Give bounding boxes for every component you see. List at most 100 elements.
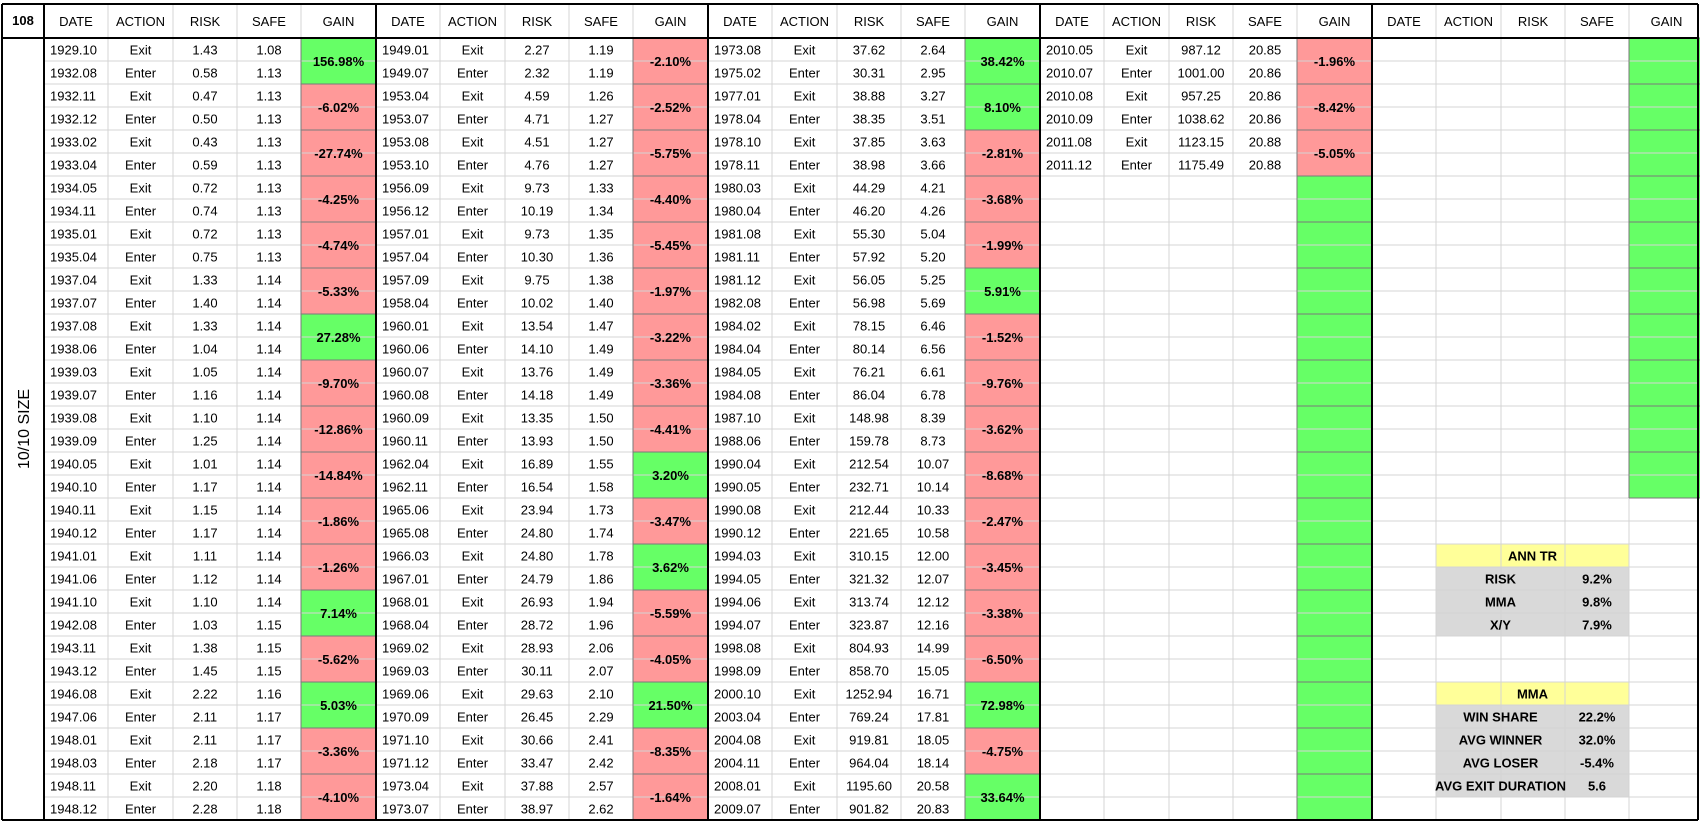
cell-risk: 1.16: [192, 388, 217, 403]
cell-date: 1990.08: [714, 503, 761, 518]
gain-value: -3.36%: [318, 744, 360, 759]
cell-safe: 20.58: [917, 779, 950, 794]
gain-value: -2.47%: [982, 514, 1024, 529]
cell-action: Exit: [462, 365, 484, 380]
cell-date: 1948.11: [50, 779, 96, 794]
gain-value: -9.70%: [318, 376, 360, 391]
cell-risk: 30.11: [521, 664, 553, 679]
cell-risk: 38.97: [521, 802, 554, 817]
cell-date: 1935.01: [50, 227, 97, 242]
cell-action: Enter: [125, 664, 157, 679]
cell-safe: 5.69: [920, 296, 945, 311]
summary_mma-value: 22.2%: [1579, 710, 1616, 725]
cell-safe: 20.88: [1249, 135, 1282, 150]
cell-action: Exit: [462, 595, 484, 610]
cell-risk: 56.05: [853, 273, 886, 288]
cell-safe: 8.39: [920, 411, 945, 426]
cell-action: Enter: [457, 296, 489, 311]
cell-date: 1953.08: [382, 135, 429, 150]
gain-value: -8.35%: [650, 744, 692, 759]
header-safe: SAFE: [1248, 14, 1282, 29]
cell-action: Exit: [1126, 89, 1148, 104]
cell-safe: 15.05: [917, 664, 950, 679]
cell-risk: 4.59: [524, 89, 549, 104]
cell-date: 1958.04: [382, 296, 429, 311]
cell-action: Exit: [1126, 135, 1148, 150]
cell-risk: 37.62: [853, 43, 886, 58]
gain-value: 156.98%: [313, 54, 365, 69]
cell-date: 1982.08: [714, 296, 761, 311]
cell-action: Enter: [457, 710, 489, 725]
gain-value: -6.02%: [318, 100, 360, 115]
cell-action: Exit: [130, 595, 152, 610]
cell-date: 1965.06: [382, 503, 429, 518]
cell-date: 2010.09: [1046, 112, 1093, 127]
gain-value: -6.50%: [982, 652, 1024, 667]
gain-value: -8.68%: [982, 468, 1024, 483]
gain-value: -1.64%: [650, 790, 692, 805]
cell-risk: 1123.15: [1178, 135, 1224, 150]
cell-safe: 2.42: [588, 756, 613, 771]
header-gain: GAIN: [987, 14, 1019, 29]
gain-value: -5.59%: [650, 606, 692, 621]
cell-date: 1938.06: [50, 342, 97, 357]
cell-safe: 4.26: [920, 204, 945, 219]
cell-action: Exit: [794, 319, 816, 334]
cell-risk: 2.11: [193, 733, 217, 748]
gain-value: -2.52%: [650, 100, 692, 115]
summary_ann_tr-value: 9.8%: [1582, 595, 1612, 610]
cell-risk: 14.18: [521, 388, 554, 403]
cell-risk: 28.72: [521, 618, 554, 633]
cell-date: 1960.11: [382, 434, 428, 449]
cell-action: Enter: [457, 618, 489, 633]
cell-risk: 1.45: [192, 664, 217, 679]
cell-safe: 1.49: [588, 342, 613, 357]
cell-action: Enter: [457, 756, 489, 771]
gain-value: 7.14%: [320, 606, 357, 621]
cell-action: Exit: [462, 549, 484, 564]
cell-date: 1956.12: [382, 204, 429, 219]
cell-risk: 2.22: [192, 687, 217, 702]
cell-safe: 3.63: [920, 135, 945, 150]
header-safe: SAFE: [1580, 14, 1614, 29]
cell-action: Enter: [125, 572, 157, 587]
cell-date: 1973.08: [714, 43, 761, 58]
cell-action: Exit: [462, 457, 484, 472]
cell-date: 1949.07: [382, 66, 429, 81]
cell-risk: 148.98: [849, 411, 889, 426]
cell-action: Exit: [130, 779, 152, 794]
cell-date: 1949.01: [382, 43, 429, 58]
gain-value: -3.38%: [982, 606, 1024, 621]
cell-safe: 1.50: [588, 434, 613, 449]
cell-date: 1973.07: [382, 802, 429, 817]
cell-action: Enter: [789, 434, 821, 449]
cell-risk: 30.66: [521, 733, 554, 748]
gain-value: -4.05%: [650, 652, 692, 667]
cell-action: Exit: [462, 181, 484, 196]
cell-date: 1970.09: [382, 710, 429, 725]
cell-risk: 1.25: [192, 434, 217, 449]
cell-risk: 2.28: [192, 802, 217, 817]
cell-risk: 38.88: [853, 89, 886, 104]
cell-date: 1978.11: [714, 158, 760, 173]
cell-date: 1940.05: [50, 457, 97, 472]
cell-safe: 1.18: [256, 802, 281, 817]
cell-date: 1941.06: [50, 572, 97, 587]
cell-date: 1960.07: [382, 365, 429, 380]
cell-safe: 2.10: [588, 687, 613, 702]
cell-safe: 17.81: [917, 710, 950, 725]
cell-action: Enter: [789, 618, 821, 633]
cell-risk: 221.65: [849, 526, 889, 541]
header-risk: RISK: [1518, 14, 1549, 29]
cell-action: Enter: [1121, 112, 1153, 127]
cell-safe: 1.17: [256, 756, 281, 771]
cell-action: Exit: [794, 411, 816, 426]
cell-date: 2004.08: [714, 733, 761, 748]
cell-safe: 1.13: [256, 66, 281, 81]
cell-safe: 5.25: [920, 273, 945, 288]
cell-action: Exit: [130, 319, 152, 334]
cell-safe: 1.38: [588, 273, 613, 288]
cell-date: 1962.04: [382, 457, 429, 472]
cell-risk: 37.85: [853, 135, 886, 150]
